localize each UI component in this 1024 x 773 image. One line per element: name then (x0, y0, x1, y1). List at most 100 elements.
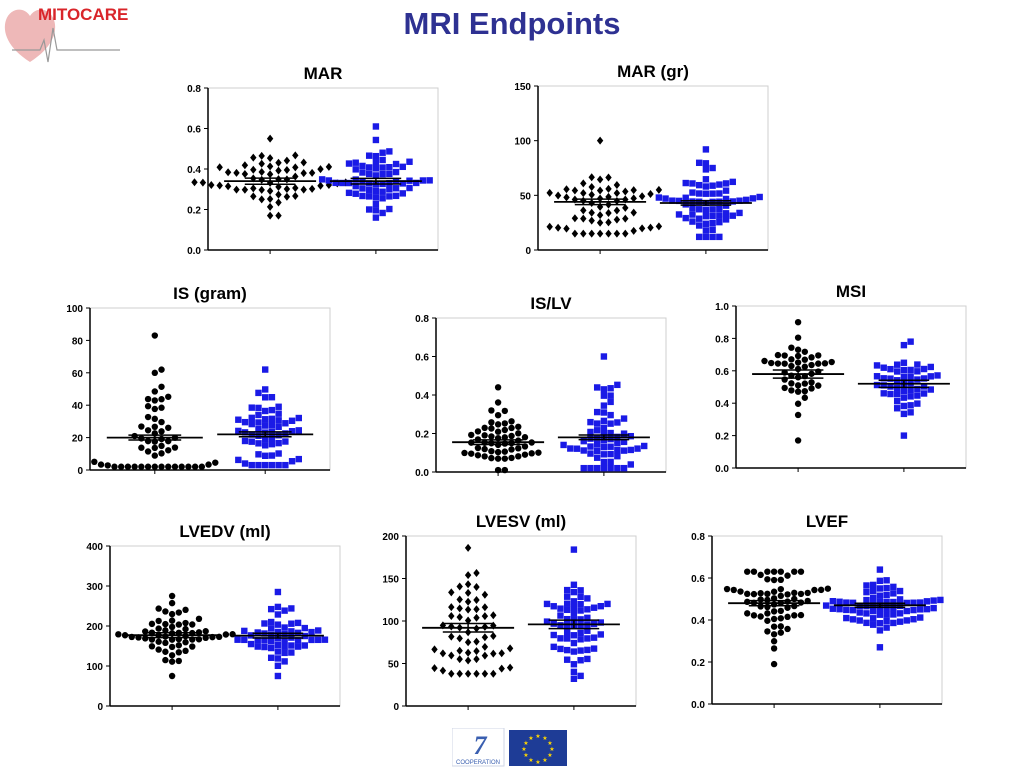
data-point (372, 172, 380, 179)
data-point (876, 620, 884, 627)
data-point (168, 672, 176, 680)
data-point (890, 598, 897, 606)
data-point (843, 614, 850, 622)
y-tick-label: 0.8 (691, 532, 705, 543)
data-point (261, 620, 268, 627)
data-point (474, 452, 482, 459)
data-point (605, 229, 612, 238)
chart-title: MSI (836, 282, 866, 301)
data-point (386, 205, 393, 213)
y-tick-label: 0.6 (187, 125, 201, 136)
data-point (490, 649, 497, 658)
data-point (456, 613, 463, 622)
data-point (890, 583, 897, 591)
data-point (144, 448, 152, 455)
data-point (288, 605, 295, 612)
data-point (490, 669, 497, 678)
data-point (557, 645, 564, 653)
data-point (274, 648, 282, 655)
data-point (702, 160, 710, 167)
data-point (268, 434, 276, 442)
data-point (171, 463, 179, 470)
data-point (464, 543, 472, 552)
data-point (593, 408, 601, 416)
slide-title: MRI Endpoints (403, 6, 621, 41)
data-point (880, 375, 887, 382)
data-point (494, 421, 502, 428)
data-point (580, 189, 587, 198)
data-point (587, 435, 594, 442)
data-point (473, 647, 480, 656)
data-point (506, 644, 514, 653)
data-point (233, 185, 240, 194)
y-tick-label: 0.4 (187, 165, 201, 176)
chart-mar-gr: MAR (gr) 0 50 100 150 (514, 62, 769, 257)
data-point (774, 360, 782, 367)
data-point (828, 358, 835, 366)
data-point (620, 415, 628, 422)
data-point (757, 596, 764, 603)
data-point (580, 206, 587, 215)
y-tick-label: 0.4 (415, 391, 429, 402)
data-point (863, 582, 870, 589)
svg-text:★: ★ (528, 735, 533, 742)
data-point (158, 383, 165, 390)
data-point (709, 190, 716, 197)
data-point (903, 607, 910, 615)
data-point (144, 413, 152, 421)
data-point (709, 182, 716, 189)
data-point (464, 605, 472, 614)
data-point (275, 410, 282, 417)
data-point (168, 617, 176, 624)
data-point (359, 169, 366, 176)
data-point (386, 148, 393, 155)
data-point (794, 359, 802, 366)
data-point (784, 625, 791, 633)
data-point (222, 631, 230, 638)
data-point (554, 191, 562, 200)
data-point (235, 416, 242, 423)
data-point (481, 612, 489, 621)
data-point (295, 455, 302, 463)
data-point (927, 386, 934, 393)
y-tick-label: 40 (72, 401, 84, 412)
data-point (379, 195, 386, 202)
data-point (638, 192, 646, 201)
data-point (158, 404, 165, 411)
data-point (607, 450, 614, 458)
data-point (195, 615, 203, 623)
data-point (138, 444, 145, 451)
data-point (777, 592, 785, 600)
data-point (887, 390, 894, 398)
data-point (770, 631, 778, 638)
data-point (563, 193, 570, 202)
plot-frame (537, 85, 769, 251)
svg-text:★: ★ (521, 746, 526, 753)
data-point (481, 669, 489, 678)
data-point (431, 664, 438, 673)
data-point (880, 382, 887, 389)
data-point (266, 186, 274, 195)
data-point (613, 215, 621, 224)
data-point (386, 163, 393, 171)
data-point (248, 414, 255, 422)
data-point (627, 461, 634, 468)
data-point (887, 383, 894, 390)
data-point (282, 461, 289, 469)
y-tick-label: 80 (72, 336, 84, 347)
data-point (682, 201, 689, 208)
data-point (294, 643, 302, 650)
chart-is-lv: IS/LV 0.0 0.2 0.4 0.6 0.8 (415, 294, 667, 479)
data-point (655, 185, 663, 194)
data-point (379, 164, 386, 171)
data-point (593, 447, 601, 455)
data-point (794, 334, 802, 341)
data-point (887, 375, 894, 382)
data-point (593, 384, 601, 391)
y-tick-label: 0.2 (187, 206, 201, 217)
data-point (464, 588, 472, 597)
data-point (481, 445, 488, 453)
data-point (557, 612, 564, 619)
data-point (431, 645, 438, 654)
eu-flag-icon: ★ ★★ ★★★ ★★★ ★★★ (509, 730, 567, 766)
